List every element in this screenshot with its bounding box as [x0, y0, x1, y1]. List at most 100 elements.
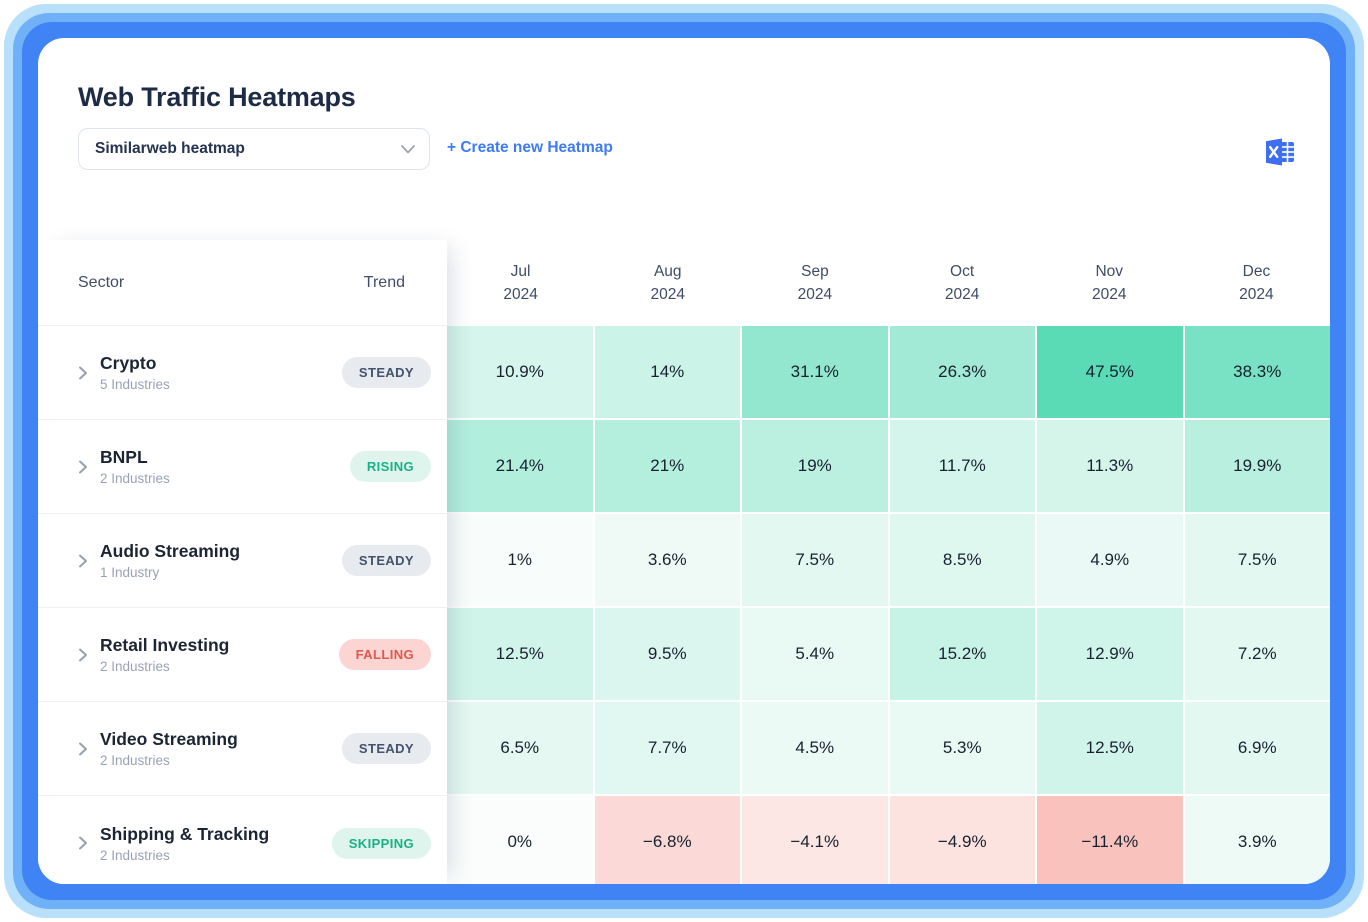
heat-cell-video-streaming-nov: 12.5% — [1037, 702, 1183, 794]
heat-row-audio-streaming: 1% 3.6% 7.5% 8.5% 4.9% 7.5% — [447, 514, 1330, 606]
sector-row-crypto[interactable]: Crypto 5 Industries STEADY — [38, 326, 447, 420]
industries-count: 1 Industry — [100, 565, 160, 580]
heat-cell-shipping-tracking-dec: 3.9% — [1184, 796, 1330, 884]
sector-name: BNPL — [100, 447, 148, 467]
industries-count: 2 Industries — [100, 659, 170, 674]
year-label: 2024 — [650, 286, 685, 303]
sector-name: Retail Investing — [100, 635, 230, 655]
heatmap-area: Jul 2024 Aug 2024 Sep 2024 Oct 2024 Nov 2024 Dec 20… — [447, 240, 1330, 884]
month-header-oct: Oct 2024 — [889, 240, 1036, 326]
sector-name: Audio Streaming — [100, 541, 241, 561]
heatmap-select-value: Similarweb heatmap — [95, 140, 245, 157]
heat-cell-audio-streaming-nov: 4.9% — [1037, 514, 1183, 606]
year-label: 2024 — [1239, 286, 1274, 303]
sector-row-bnpl[interactable]: BNPL 2 Industries RISING — [38, 420, 447, 514]
trend-badge-rising: RISING — [349, 451, 431, 482]
sector-panel: Sector Trend Crypto 5 Industries STEADY BNP… — [38, 240, 447, 884]
heat-cell-video-streaming-aug: 7.7% — [594, 702, 740, 794]
sector-column-header: Sector — [78, 273, 125, 291]
heat-row-retail-investing: 12.5% 9.5% 5.4% 15.2% 12.9% 7.2% — [447, 608, 1330, 700]
heat-cell-crypto-aug: 14% — [594, 326, 740, 418]
month-label: Dec — [1242, 262, 1271, 280]
heat-row-video-streaming: 6.5% 7.7% 4.5% 5.3% 12.5% 6.9% — [447, 702, 1330, 794]
heat-cell-retail-investing-sep: 5.4% — [742, 608, 888, 700]
heat-cell-video-streaming-jul: 6.5% — [447, 702, 593, 794]
heat-cell-retail-investing-jul: 12.5% — [447, 608, 593, 700]
month-label: Oct — [950, 262, 975, 280]
heat-cell-audio-streaming-jul: 1% — [447, 514, 593, 606]
heat-cell-shipping-tracking-aug: −6.8% — [594, 796, 740, 884]
heat-row-crypto: 10.9% 14% 31.1% 26.3% 47.5% 38.3% — [447, 326, 1330, 418]
sector-row-video-streaming[interactable]: Video Streaming 2 Industries STEADY — [38, 702, 447, 796]
industries-count: 2 Industries — [100, 753, 170, 768]
heat-cell-retail-investing-oct: 15.2% — [889, 608, 1035, 700]
chevron-right-icon — [78, 836, 90, 850]
chevron-down-icon — [401, 144, 415, 153]
page-title: Web Traffic Heatmaps — [78, 82, 356, 112]
heat-cell-video-streaming-oct: 5.3% — [889, 702, 1035, 794]
trend-badge-falling: FALLING — [338, 639, 431, 670]
table-header-left: Sector Trend — [38, 240, 447, 326]
chevron-right-icon — [78, 648, 90, 662]
month-header-sep: Sep 2024 — [741, 240, 888, 326]
heat-cell-bnpl-dec: 19.9% — [1184, 420, 1330, 512]
heat-cell-retail-investing-aug: 9.5% — [594, 608, 740, 700]
heat-cell-shipping-tracking-oct: −4.9% — [889, 796, 1035, 884]
heat-cell-retail-investing-nov: 12.9% — [1037, 608, 1183, 700]
excel-icon — [1266, 138, 1294, 166]
sector-row-shipping-tracking[interactable]: Shipping & Tracking 2 Industries SKIPPING — [38, 796, 447, 884]
heatmap-select[interactable]: Similarweb heatmap — [78, 128, 430, 170]
heat-cell-video-streaming-dec: 6.9% — [1184, 702, 1330, 794]
heat-cell-bnpl-nov: 11.3% — [1037, 420, 1183, 512]
month-label: Jul — [510, 262, 531, 280]
heat-row-bnpl: 21.4% 21% 19% 11.7% 11.3% 19.9% — [447, 420, 1330, 512]
heat-cell-crypto-sep: 31.1% — [742, 326, 888, 418]
heat-cell-audio-streaming-oct: 8.5% — [889, 514, 1035, 606]
sector-name: Shipping & Tracking — [100, 823, 270, 844]
heat-cell-audio-streaming-dec: 7.5% — [1184, 514, 1330, 606]
sector-name: Video Streaming — [100, 729, 238, 749]
chevron-right-icon — [78, 366, 90, 380]
month-label: Sep — [801, 262, 829, 280]
heat-cell-crypto-jul: 10.9% — [447, 326, 593, 418]
industries-count: 5 Industries — [100, 377, 170, 392]
sector-name: Crypto — [100, 353, 157, 373]
trend-column-header: Trend — [363, 273, 405, 291]
heat-cell-bnpl-jul: 21.4% — [447, 420, 593, 512]
heat-cell-audio-streaming-sep: 7.5% — [742, 514, 888, 606]
sector-row-retail-investing[interactable]: Retail Investing 2 Industries FALLING — [38, 608, 447, 702]
year-label: 2024 — [503, 286, 538, 303]
trend-badge-steady: STEADY — [341, 545, 431, 576]
industries-count: 2 Industries — [100, 847, 170, 863]
heat-cell-shipping-tracking-sep: −4.1% — [742, 796, 888, 884]
sector-row-audio-streaming[interactable]: Audio Streaming 1 Industry STEADY — [38, 514, 447, 608]
year-label: 2024 — [1092, 286, 1127, 303]
trend-badge-steady: STEADY — [341, 733, 431, 764]
app-card: Web Traffic Heatmaps Similarweb heatmap … — [38, 38, 1330, 884]
heat-cell-audio-streaming-aug: 3.6% — [594, 514, 740, 606]
create-heatmap-link[interactable]: + Create new Heatmap — [447, 139, 613, 156]
export-excel-button[interactable] — [1262, 136, 1298, 170]
chevron-right-icon — [78, 554, 90, 568]
heat-cell-bnpl-aug: 21% — [594, 420, 740, 512]
year-label: 2024 — [944, 286, 980, 303]
heat-cell-bnpl-sep: 19% — [742, 420, 888, 512]
month-headers-row: Jul 2024 Aug 2024 Sep 2024 Oct 2024 Nov 2024 Dec 20… — [447, 240, 1330, 326]
heat-cell-bnpl-oct: 11.7% — [889, 420, 1035, 512]
heat-row-shipping-tracking: 0% −6.8% −4.1% −4.9% −11.4% 3.9% — [447, 796, 1330, 884]
heat-cell-crypto-dec: 38.3% — [1184, 326, 1330, 418]
heat-cell-shipping-tracking-jul: 0% — [447, 796, 593, 884]
chevron-right-icon — [78, 460, 90, 474]
chevron-right-icon — [78, 742, 90, 756]
heat-cell-shipping-tracking-nov: −11.4% — [1037, 796, 1183, 884]
heat-cell-retail-investing-dec: 7.2% — [1184, 608, 1330, 700]
trend-badge-skipping: SKIPPING — [331, 827, 431, 859]
year-label: 2024 — [797, 286, 833, 303]
heat-cell-crypto-nov: 47.5% — [1037, 326, 1183, 418]
month-header-dec: Dec 2024 — [1183, 240, 1330, 326]
heatmap-rows: 10.9% 14% 31.1% 26.3% 47.5% 38.3% 21.4% 21% 19% 1… — [447, 326, 1330, 884]
heat-cell-video-streaming-sep: 4.5% — [742, 702, 888, 794]
trend-badge-steady: STEADY — [341, 357, 431, 388]
heatmap-table: Sector Trend Crypto 5 Industries STEADY BNP… — [38, 240, 1330, 884]
heat-cell-crypto-oct: 26.3% — [889, 326, 1035, 418]
